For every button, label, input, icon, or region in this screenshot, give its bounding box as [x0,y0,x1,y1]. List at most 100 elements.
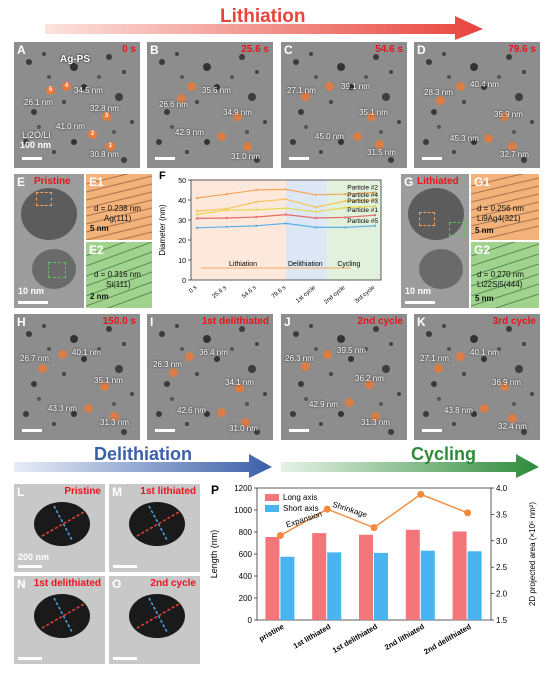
panel-i: I 1st delithiated 36.4 nm 26.3 nm 34.1 n… [147,314,273,440]
data-point [344,216,347,219]
sample-title: Ag-PS [60,54,90,65]
cycling-banner: Cycling [281,444,539,478]
data-point [314,216,317,220]
panel-e: E Pristine 10 nm [14,174,84,308]
panel-label: E [17,175,26,189]
measure-label: 35.1 nm [359,108,388,117]
y-tick-label: 10 [178,258,186,265]
data-point [255,188,258,192]
data-point [284,207,288,210]
measure-label: 26.7 nm [20,354,49,363]
y2-tick-label: 2.0 [496,590,508,599]
data-point [195,209,199,213]
bar [359,534,373,620]
x-tick-label: 2nd cycle [323,285,347,306]
y2-tick-label: 1.5 [496,616,508,625]
y-tick-label: 20 [178,238,186,245]
measure-label: 35.9 nm [494,110,523,119]
y-tick-label: 0 [182,278,186,285]
lithiation-label: Lithiation [220,6,305,27]
panel-label: O [112,577,122,591]
measure-label: 39.1 nm [341,82,370,91]
y-tick-label: 600 [239,550,253,559]
state-title: 1st delithiated [33,578,101,589]
data-point [225,193,228,196]
y2-tick-label: 3.5 [496,510,508,519]
panel-e1: E1 d = 0.238 nm Ag(111) 5 nm [86,174,152,240]
series-label: Particle #1 [347,207,378,214]
particle-marker: 3 [102,112,111,121]
data-point [314,226,317,229]
area-point [464,509,472,517]
measure-label: 28.3 nm [424,88,453,97]
diameter-chart: F 0 10 20 30 40 50 Diameter (nm) 0 s 25.6 s 54.6 s… [158,170,382,306]
data-point [344,206,347,209]
y-tick-label: 1000 [234,506,252,515]
time-label: 25.6 s [241,44,269,55]
series-label: Particle #5 [347,218,378,225]
panel-label: J [284,315,291,329]
measure-label: 31.3 nm [361,418,390,427]
particle-marker: 1 [106,142,115,151]
x-tick-label: 1st cycle [295,285,317,305]
legend-label: Long axis [283,493,317,502]
particle-marker: 4 [62,82,71,91]
measure-label: 26.6 nm [159,100,188,109]
panel-label: H [17,315,26,329]
measure-label: 27.1 nm [287,86,316,95]
area-point [323,505,331,513]
measure-label: 26.3 nm [153,360,182,369]
x-tick-label: pristine [257,622,285,643]
panel-g: G Lithiated 10 nm [401,174,469,308]
region-label: Cycling [337,261,360,268]
data-point [255,200,258,203]
data-point [255,224,258,227]
scale-bar [422,429,442,432]
measure-label: 45.0 nm [315,132,344,141]
x-tick-label: 1st delithiated [331,622,380,655]
series-label: Particle #3 [347,198,378,205]
data-point [284,188,288,191]
bar [280,556,295,620]
scale-bar-label: 5 nm [475,226,494,235]
data-point [195,196,199,200]
phase-label: Si(111) [106,280,131,289]
time-label: 1st delithiated [201,316,269,327]
panel-label: C [284,43,293,57]
panel-label: E2 [89,243,104,257]
delithiation-banner: Delithiation [14,444,272,478]
data-point [344,199,347,203]
data-point [195,217,199,220]
measure-label: 43.8 nm [444,406,473,415]
scale-bar [22,157,42,160]
delithiation-label: Delithiation [94,444,192,464]
panel-j: J 2nd cycle 39.5 nm 26.3 nm 36.2 nm 42.9… [281,314,407,440]
panel-label: L [17,485,25,499]
d-spacing: d = 0.256 nm [477,204,524,213]
measure-label: 27.1 nm [420,354,449,363]
panel-label: F [159,170,166,182]
panel-label: G [404,175,414,189]
x-tick-label: 0 s [188,285,198,295]
y-tick-label: 400 [239,572,253,581]
time-label: 150.0 s [102,316,136,327]
measure-label: 26.3 nm [285,354,314,363]
measure-label: 40.4 nm [470,80,499,89]
panel-label: G1 [474,175,491,189]
data-point [195,226,199,229]
bar [265,536,280,620]
measure-label: 40.1 nm [72,348,101,357]
panel-h: H 150.0 s 40.1 nm 26.7 nm 35.1 nm 43.3 n… [14,314,140,440]
data-point [344,226,347,229]
region-label: Lithiation [229,261,257,268]
scale-bar [289,157,309,160]
bar [374,552,388,620]
particle-marker: 2 [88,130,97,139]
bar [420,550,435,620]
scale-bar [155,429,175,432]
measure-label: 36.2 nm [355,374,384,383]
x-tick-label: 54.6 s [241,285,257,300]
legend-label: Short axis [283,504,319,513]
panel-g1: G1 d = 0.256 nm Li9Ag4(321) 5 nm [471,174,539,240]
measure-label: 35.1 nm [94,376,123,385]
